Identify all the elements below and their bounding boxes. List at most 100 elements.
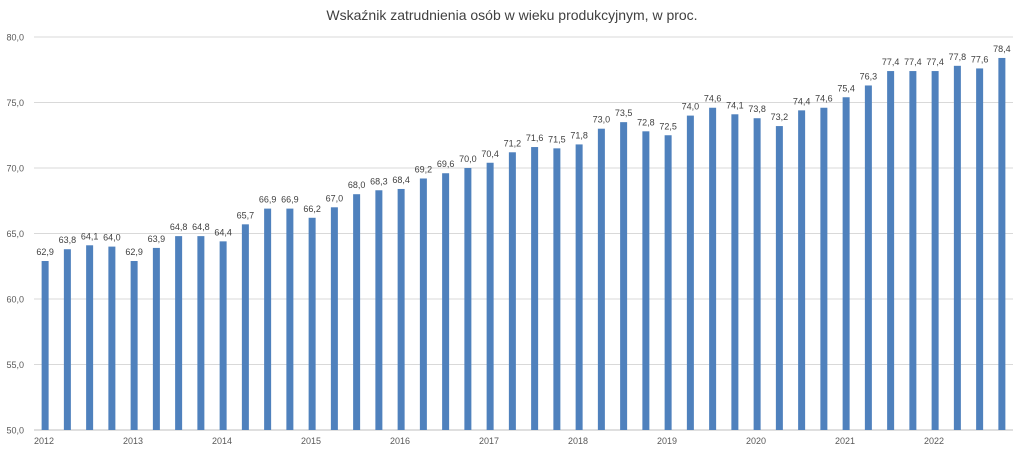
- bar: [775, 126, 783, 430]
- bar: [864, 85, 872, 430]
- y-tick-label: 75,0: [6, 98, 24, 108]
- data-label: 62,9: [36, 247, 54, 257]
- x-tick-label: 2014: [212, 436, 232, 446]
- bar: [175, 236, 183, 430]
- x-tick-label: 2020: [746, 436, 766, 446]
- data-label: 67,0: [326, 193, 344, 203]
- bar: [909, 71, 917, 430]
- bar: [375, 190, 383, 430]
- bar: [63, 249, 71, 430]
- data-label: 77,4: [926, 57, 944, 67]
- x-tick-label: 2022: [924, 436, 944, 446]
- x-tick-label: 2012: [34, 436, 54, 446]
- y-tick-label: 65,0: [6, 229, 24, 239]
- data-label: 71,8: [570, 130, 588, 140]
- bar: [931, 71, 939, 430]
- x-tick-label: 2016: [390, 436, 410, 446]
- bar: [976, 68, 984, 430]
- bar: [842, 97, 850, 430]
- data-label: 77,6: [971, 54, 989, 64]
- y-tick-label: 55,0: [6, 360, 24, 370]
- x-tick-label: 2015: [301, 436, 321, 446]
- x-tick-label: 2013: [123, 436, 143, 446]
- bar: [286, 208, 294, 430]
- bar: [353, 194, 361, 430]
- x-tick-label: 2021: [835, 436, 855, 446]
- data-label: 63,8: [59, 235, 77, 245]
- bar: [664, 135, 672, 430]
- data-label: 62,9: [125, 247, 143, 257]
- data-label: 63,9: [148, 234, 166, 244]
- data-label: 68,3: [370, 176, 388, 186]
- data-label: 68,4: [392, 175, 410, 185]
- data-label: 74,6: [815, 94, 833, 104]
- bar: [130, 261, 138, 430]
- bar: [553, 148, 561, 430]
- y-tick-label: 80,0: [6, 33, 24, 43]
- bar: [575, 144, 583, 431]
- bar: [998, 57, 1006, 431]
- bar: [798, 110, 806, 431]
- data-label: 74,4: [793, 96, 811, 106]
- data-label: 73,8: [748, 104, 766, 114]
- bar: [531, 147, 539, 431]
- bar: [709, 107, 717, 431]
- bar: [86, 245, 94, 430]
- bar: [197, 236, 205, 430]
- bar: [620, 122, 628, 431]
- data-label: 77,4: [904, 57, 922, 67]
- data-label: 73,2: [771, 112, 789, 122]
- bar: [308, 217, 316, 430]
- bar: [953, 65, 961, 430]
- bar: [41, 261, 49, 430]
- data-label: 66,9: [259, 195, 277, 205]
- data-label: 71,5: [548, 134, 566, 144]
- x-tick-label: 2019: [657, 436, 677, 446]
- bar: [241, 224, 249, 430]
- data-label: 70,0: [459, 154, 477, 164]
- data-label: 77,4: [882, 57, 900, 67]
- y-tick-label: 70,0: [6, 164, 24, 174]
- data-label: 74,1: [726, 100, 744, 110]
- data-label: 64,0: [103, 233, 121, 243]
- data-label: 71,6: [526, 133, 544, 143]
- bar: [486, 162, 494, 430]
- bar: [219, 241, 227, 430]
- data-label: 71,2: [504, 138, 522, 148]
- bar: [508, 152, 516, 430]
- bar: [442, 173, 450, 431]
- bar: [820, 107, 828, 431]
- data-label: 65,7: [237, 210, 255, 220]
- bar: [108, 246, 116, 430]
- data-label: 69,6: [437, 159, 455, 169]
- data-label: 64,1: [81, 231, 99, 241]
- data-label: 68,0: [348, 180, 366, 190]
- data-label: 73,5: [615, 108, 633, 118]
- chart-title: Wskaźnik zatrudnienia osób w wieku produ…: [326, 7, 698, 23]
- bar: [330, 207, 338, 430]
- data-label: 74,6: [704, 94, 722, 104]
- data-label: 78,4: [993, 44, 1011, 54]
- bar: [464, 168, 472, 430]
- data-label: 72,8: [637, 117, 655, 127]
- x-tick-label: 2017: [479, 436, 499, 446]
- data-label: 76,3: [860, 71, 878, 81]
- bar: [753, 118, 761, 430]
- data-label: 72,5: [659, 121, 677, 131]
- bar: [887, 71, 895, 430]
- bar: [597, 128, 605, 430]
- data-label: 64,4: [214, 227, 232, 237]
- data-label: 77,8: [949, 52, 967, 62]
- data-label: 73,0: [593, 115, 611, 125]
- data-label: 75,4: [837, 83, 855, 93]
- bar: [731, 114, 739, 430]
- y-tick-label: 50,0: [6, 426, 24, 436]
- bar: [686, 115, 694, 430]
- data-label: 66,2: [303, 204, 321, 214]
- data-label: 64,8: [192, 222, 210, 232]
- bar: [264, 208, 272, 430]
- data-label: 74,0: [682, 102, 700, 112]
- bar: [152, 247, 160, 430]
